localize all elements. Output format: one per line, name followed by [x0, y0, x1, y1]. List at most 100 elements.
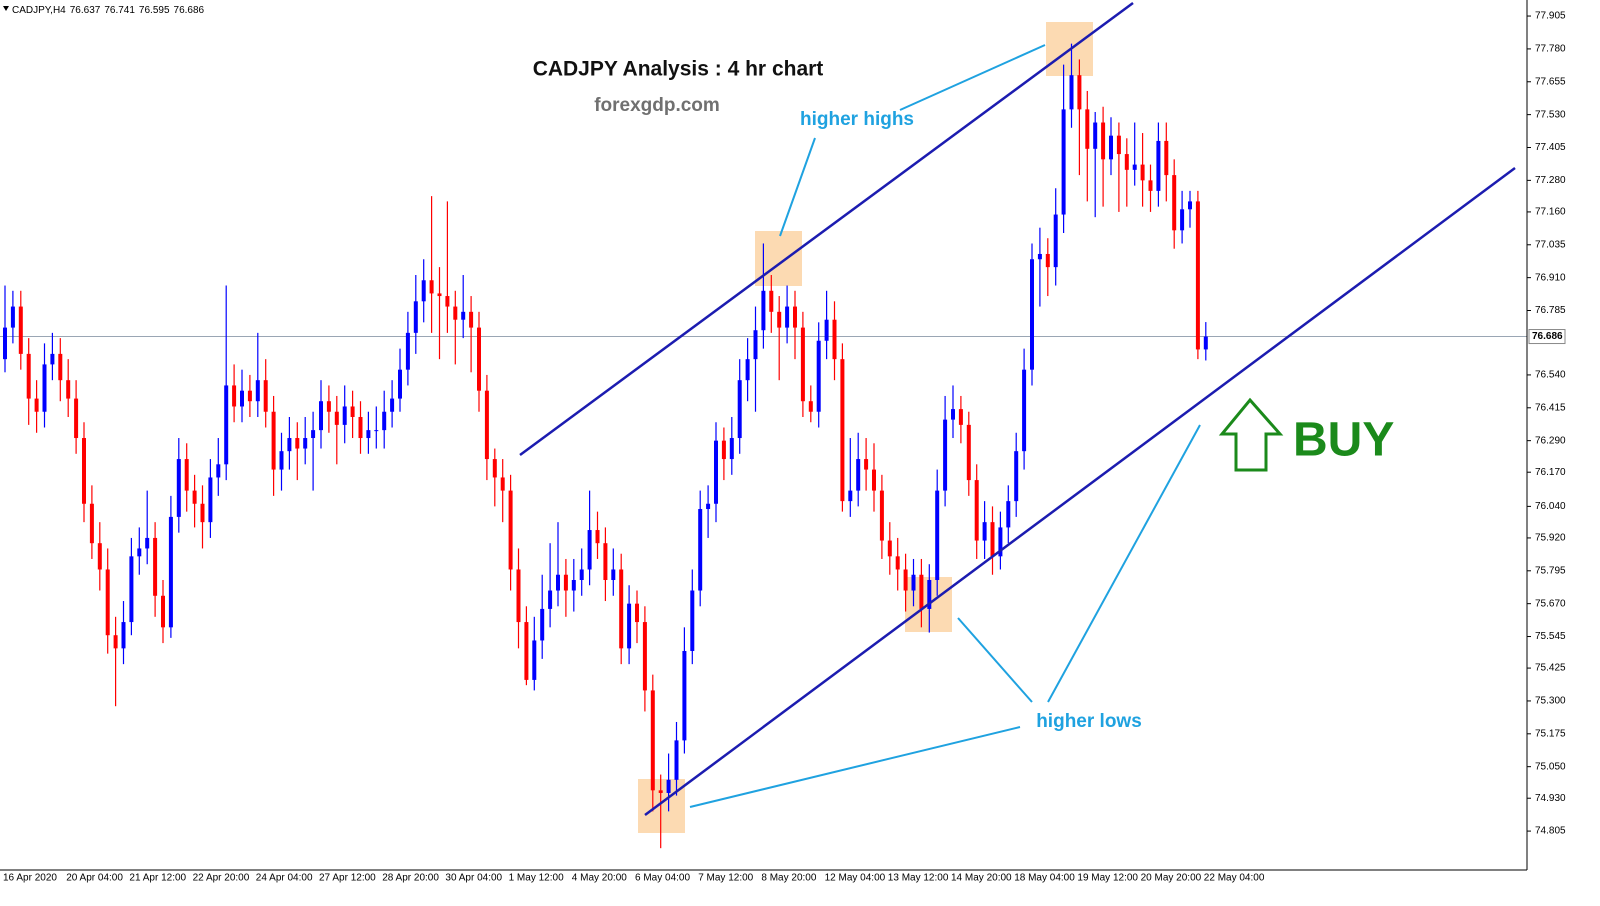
highlight-box: [638, 779, 685, 833]
candle-body: [1148, 180, 1153, 191]
y-tick-label: 76.040: [1535, 501, 1566, 512]
x-tick-label: 12 May 04:00: [825, 873, 886, 884]
upper-trend-line: [519, 1, 1134, 457]
candle-body: [619, 569, 624, 649]
candle-body: [224, 385, 229, 465]
y-tick-label: 77.655: [1535, 76, 1566, 87]
candles: [3, 43, 1208, 849]
candle-body: [840, 359, 845, 502]
candle-body: [1022, 369, 1027, 452]
candle-body: [642, 622, 647, 691]
candle-body: [674, 740, 679, 780]
candle-body: [247, 390, 252, 402]
candle-body: [1124, 154, 1129, 170]
candle-body: [1030, 259, 1034, 370]
header-high: 76.741: [104, 5, 135, 16]
candle-body: [437, 293, 442, 297]
candle-body: [105, 569, 110, 636]
candle-body: [879, 490, 884, 541]
candle-body: [192, 490, 197, 504]
x-tick-label: 8 May 20:00: [761, 873, 816, 884]
candle-body: [58, 353, 63, 381]
chart-subtitle: forexgdp.com: [594, 95, 720, 116]
candle-body: [1006, 501, 1011, 528]
current-price-label: 76.686: [1532, 331, 1563, 342]
y-tick-label: 75.670: [1535, 598, 1566, 609]
candle-body: [1053, 214, 1058, 268]
candle-body: [1085, 109, 1090, 149]
candle-body: [492, 459, 497, 478]
candle-body: [1109, 135, 1113, 160]
y-tick-label: 76.540: [1535, 370, 1566, 381]
candle-body: [540, 608, 545, 641]
candle-body: [508, 490, 513, 570]
candle-body: [635, 603, 639, 623]
header-close: 76.686: [174, 5, 205, 16]
candle-body: [627, 603, 632, 649]
candle-body: [729, 438, 734, 460]
x-tick-label: 28 Apr 20:00: [382, 873, 439, 884]
x-tick-label: 22 Apr 20:00: [193, 873, 250, 884]
y-tick-label: 76.785: [1535, 305, 1566, 316]
candle-body: [453, 306, 458, 320]
candle-body: [935, 490, 940, 580]
candle-body: [10, 306, 15, 328]
candle-body: [1140, 164, 1145, 181]
candle-body: [255, 380, 260, 402]
candle-body: [832, 319, 837, 360]
candle-body: [477, 327, 481, 391]
callout-line: [899, 44, 1046, 111]
x-tick-label: 20 May 20:00: [1141, 873, 1202, 884]
candle-body: [1116, 135, 1121, 155]
x-tick-label: 19 May 12:00: [1077, 873, 1138, 884]
symbol: CADJPY,H4: [12, 5, 66, 16]
y-tick-label: 75.050: [1535, 761, 1566, 772]
candle-body: [279, 451, 284, 470]
candle-body: [1203, 336, 1208, 350]
y-tick-label: 77.280: [1535, 175, 1566, 186]
candle-body: [808, 401, 813, 412]
current-price-box: [1528, 329, 1566, 345]
candle-body: [97, 543, 102, 570]
candle-body: [398, 369, 402, 399]
y-tick-label: 75.795: [1535, 565, 1566, 576]
y-tick-label: 76.290: [1535, 435, 1566, 446]
candle-body: [176, 459, 181, 517]
x-tick-label: 13 May 12:00: [888, 873, 949, 884]
candle-body: [1093, 122, 1098, 149]
candle-body: [319, 401, 323, 431]
x-tick-label: 20 Apr 04:00: [66, 873, 123, 884]
candle-body: [816, 340, 821, 412]
candle-body: [1164, 140, 1169, 176]
x-tick-label: 16 Apr 2020: [3, 873, 57, 884]
callout-line: [1047, 424, 1201, 703]
candle-body: [777, 311, 782, 328]
candle-body: [374, 430, 379, 432]
candle-body: [690, 590, 695, 651]
candle-body: [1180, 209, 1185, 231]
candle-body: [793, 306, 797, 328]
candle-body: [903, 569, 908, 591]
x-tick-label: 7 May 12:00: [698, 873, 753, 884]
candle-body: [824, 319, 829, 341]
header-icon: [3, 6, 9, 11]
y-tick-label: 77.035: [1535, 239, 1566, 250]
candle-body: [168, 516, 173, 628]
candle-body: [1188, 201, 1192, 210]
lower-trend-line: [644, 166, 1516, 817]
candle-body: [263, 380, 268, 412]
candle-body: [34, 398, 39, 412]
candle-body: [153, 537, 158, 596]
candle-body: [895, 556, 900, 570]
candle-body: [484, 390, 489, 460]
candle-body: [650, 690, 655, 791]
candle-body: [872, 469, 876, 491]
candle-body: [50, 353, 55, 365]
y-tick-label: 77.780: [1535, 44, 1566, 55]
candle-body: [500, 477, 505, 491]
candle-body: [366, 430, 371, 439]
candle-body: [974, 480, 979, 541]
